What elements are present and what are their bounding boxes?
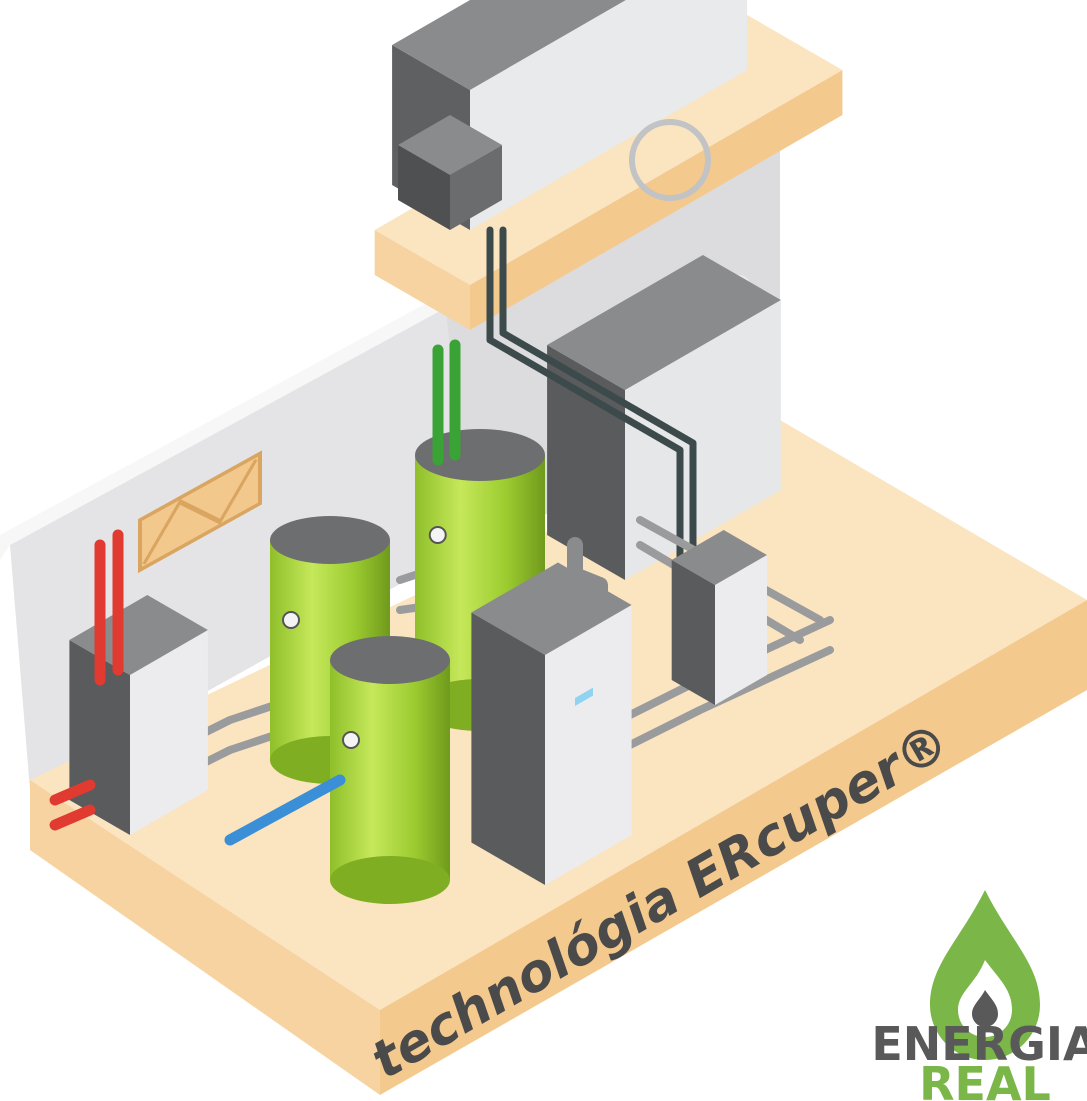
tank-3-gauge <box>343 732 359 748</box>
page: {"caption": "technológia ERcuper®", "log… <box>0 0 1087 1101</box>
tank-2-gauge <box>430 527 446 543</box>
tank-1-gauge <box>283 612 299 628</box>
heat-exchanger-left <box>471 613 545 886</box>
scene: technológia ERcuper® ENERGIA REAL <box>0 0 1087 1101</box>
tank-3-body <box>330 660 450 880</box>
logo: ENERGIA REAL <box>871 890 1087 1101</box>
logo-line2: REAL <box>919 1057 1051 1101</box>
tank-1-lid <box>270 516 390 564</box>
tank-3-lid <box>330 636 450 684</box>
tank-3-bottom <box>330 856 450 904</box>
control-box-left <box>672 560 715 705</box>
